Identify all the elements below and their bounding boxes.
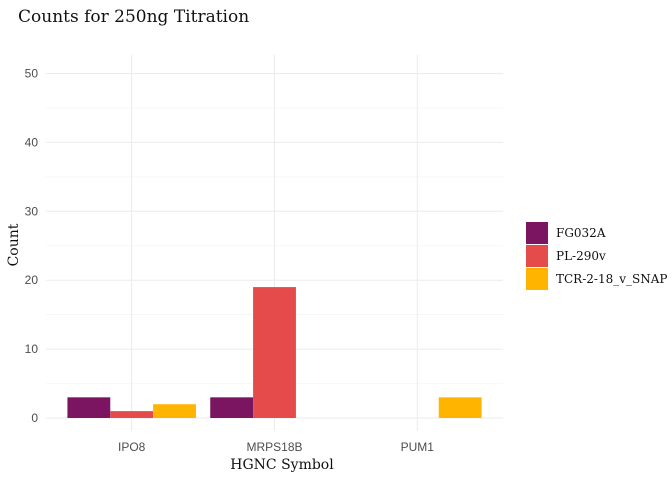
y-tick-label: 50: [25, 67, 39, 81]
legend-swatch: [526, 222, 548, 244]
y-tick-label: 30: [25, 204, 39, 218]
bar: [67, 397, 111, 418]
bar: [253, 287, 296, 418]
bar: [438, 397, 482, 418]
legend-label: PL-290v: [556, 249, 606, 263]
y-axis-ticks: 0 10 20 30 40 50: [25, 67, 39, 426]
bar: [153, 404, 196, 418]
y-tick-label: 10: [25, 342, 39, 356]
bars: [67, 287, 482, 418]
x-axis-ticks: IPO8 MRPS18B PUM1: [118, 440, 434, 454]
y-tick-label: 40: [25, 135, 39, 149]
x-tick-label: PUM1: [401, 440, 435, 454]
y-tick-label: 0: [31, 411, 38, 425]
y-tick-label: 20: [25, 273, 39, 287]
legend-swatch: [526, 268, 548, 290]
x-tick-label: MRPS18B: [246, 440, 302, 454]
legend-label: FG032A: [556, 226, 606, 240]
chart-title: Counts for 250ng Titration: [18, 7, 249, 27]
bar: [210, 397, 254, 418]
legend-swatch: [526, 245, 548, 267]
legend: FG032A PL-290v TCR-2-18_v_SNAP: [526, 222, 667, 290]
x-tick-label: IPO8: [118, 440, 146, 454]
x-axis-title: HGNC Symbol: [230, 457, 334, 473]
bar: [110, 411, 154, 418]
y-axis-title: Count: [6, 223, 22, 266]
legend-label: TCR-2-18_v_SNAP: [556, 272, 667, 286]
